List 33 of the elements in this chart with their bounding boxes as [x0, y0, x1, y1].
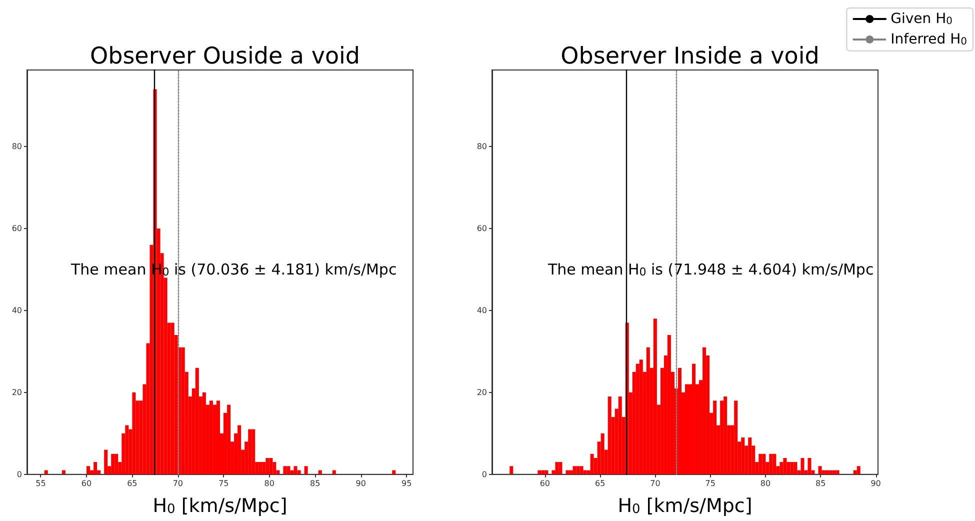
x-tick-label: 65: [594, 478, 606, 488]
y-tick-label: 80: [476, 142, 487, 152]
x-tick-label: 85: [310, 478, 320, 488]
x-tick-label: 70: [650, 478, 660, 488]
y-tick-label: 40: [12, 306, 22, 315]
legend-label: Given H0: [890, 11, 953, 27]
chart-title: Observer Inside a void: [560, 44, 820, 70]
x-tick-label: 75: [218, 478, 229, 488]
x-tick-label: 75: [705, 478, 716, 488]
x-tick-label: 90: [870, 478, 881, 488]
y-tick-label: 40: [476, 306, 487, 315]
x-tick-label: 65: [127, 478, 138, 488]
y-tick-label: 80: [12, 142, 22, 152]
y-tick-label: 60: [476, 224, 487, 234]
y-tick-label: 60: [12, 224, 22, 234]
x-tick-label: 60: [540, 478, 550, 488]
x-axis-title: H0 [km/s/Mpc]: [152, 495, 288, 518]
x-tick-label: 85: [816, 478, 826, 488]
chart-title: Observer Ouside a void: [90, 44, 360, 70]
x-tick-label: 80: [760, 478, 771, 488]
x-tick-label: 90: [356, 478, 366, 488]
legend-label: Inferred H0: [890, 31, 968, 48]
x-tick-label: 60: [81, 478, 92, 488]
y-tick-label: 0: [482, 470, 487, 479]
y-tick-label: 20: [12, 388, 22, 397]
x-tick-label: 95: [402, 478, 412, 488]
x-tick-label: 70: [172, 478, 184, 488]
x-tick-label: 80: [264, 478, 274, 488]
x-tick-label: 55: [36, 478, 46, 488]
annotation: The mean H0 is (71.948 ± 4.604) km/s/Mpc: [547, 260, 874, 279]
y-tick-label: 20: [476, 388, 487, 397]
y-tick-label: 0: [16, 470, 22, 479]
x-axis-title: H0 [km/s/Mpc]: [618, 495, 752, 518]
